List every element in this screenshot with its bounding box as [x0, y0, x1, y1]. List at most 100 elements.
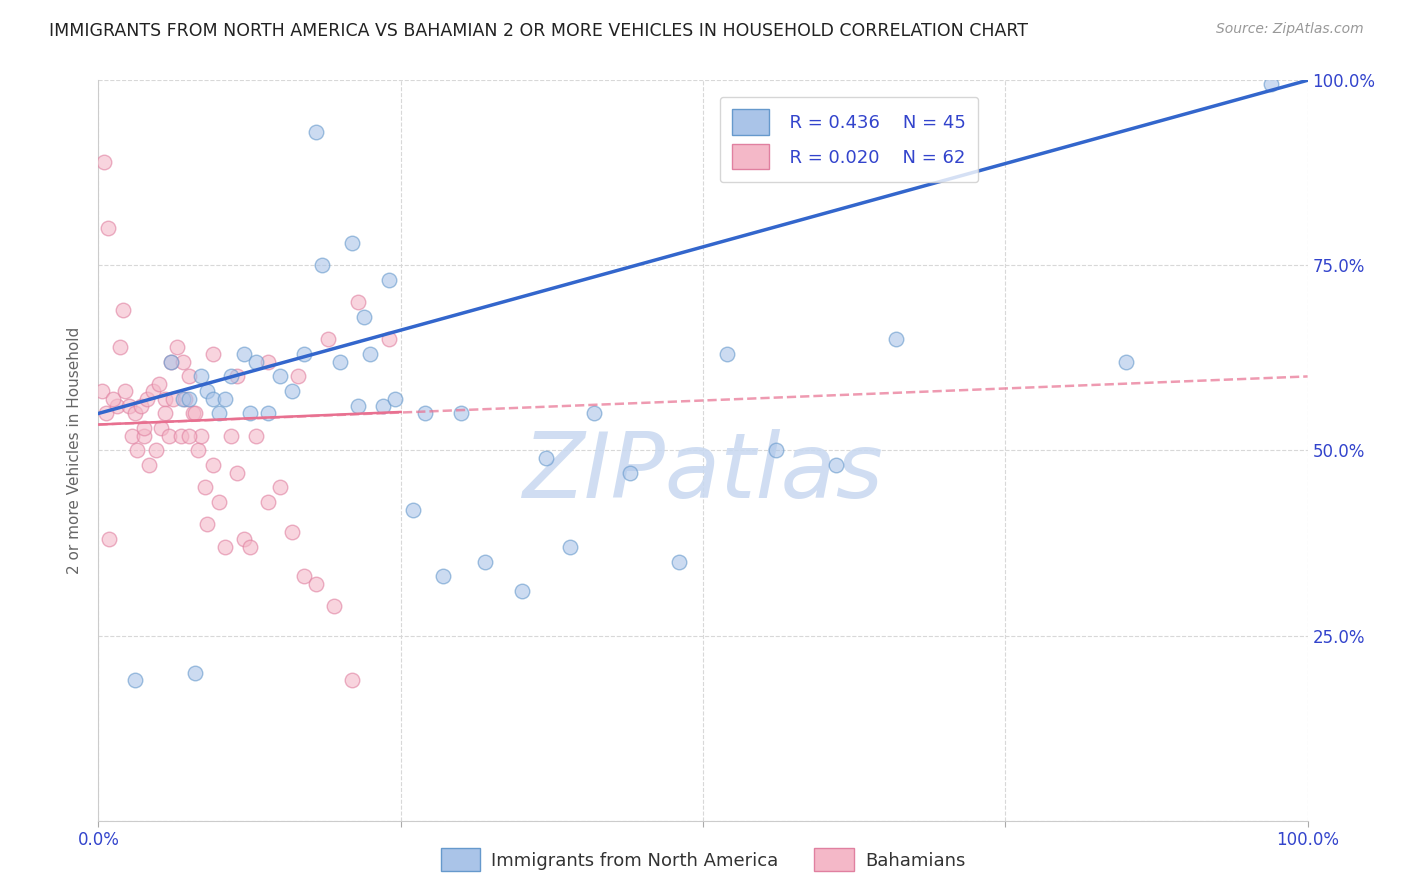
Point	[226, 466, 249, 480]
Point	[179, 392, 201, 406]
Point	[150, 421, 173, 435]
Point	[305, 125, 328, 139]
Point	[214, 392, 236, 406]
Y-axis label: 2 or more Vehicles in Household: 2 or more Vehicles in Household	[67, 326, 83, 574]
Point	[101, 392, 124, 406]
Point	[184, 665, 207, 680]
Point	[172, 354, 194, 368]
Point	[98, 533, 121, 547]
Point	[1115, 354, 1137, 368]
Point	[114, 384, 136, 399]
Point	[323, 599, 346, 613]
Text: IMMIGRANTS FROM NORTH AMERICA VS BAHAMIAN 2 OR MORE VEHICLES IN HOUSEHOLD CORREL: IMMIGRANTS FROM NORTH AMERICA VS BAHAMIA…	[49, 22, 1028, 40]
Point	[360, 347, 382, 361]
Point	[105, 399, 128, 413]
Point	[181, 407, 204, 421]
Point	[371, 399, 394, 413]
Point	[202, 392, 225, 406]
Point	[129, 399, 152, 413]
Point	[195, 384, 218, 399]
Point	[342, 673, 364, 687]
Point	[166, 340, 188, 354]
Point	[202, 458, 225, 473]
Point	[174, 392, 197, 406]
Point	[534, 450, 557, 465]
Point	[474, 555, 496, 569]
Point	[413, 407, 436, 421]
Point	[153, 407, 176, 421]
Point	[145, 443, 167, 458]
Point	[124, 673, 146, 687]
Point	[765, 443, 787, 458]
Point	[187, 443, 209, 458]
Point	[347, 399, 370, 413]
Point	[221, 428, 243, 442]
Point	[510, 584, 533, 599]
Point	[256, 354, 278, 368]
Point	[886, 333, 908, 347]
Point	[256, 495, 278, 509]
Point	[292, 569, 315, 583]
Point	[245, 428, 267, 442]
Point	[142, 384, 165, 399]
Point	[124, 407, 146, 421]
Legend: Immigrants from North America, Bahamians: Immigrants from North America, Bahamians	[433, 841, 973, 879]
Point	[716, 347, 738, 361]
Point	[111, 302, 134, 317]
Point	[668, 555, 690, 569]
Point	[269, 481, 291, 495]
Point	[148, 376, 170, 391]
Point	[97, 221, 120, 235]
Point	[256, 407, 278, 421]
Point	[169, 428, 191, 442]
Point	[377, 333, 399, 347]
Point	[311, 259, 333, 273]
Point	[127, 443, 149, 458]
Legend:   R = 0.436    N = 45,   R = 0.020    N = 62: R = 0.436 N = 45, R = 0.020 N = 62	[720, 96, 979, 182]
Point	[384, 392, 406, 406]
Point	[118, 399, 141, 413]
Point	[135, 392, 157, 406]
Point	[157, 428, 180, 442]
Point	[305, 576, 328, 591]
Point	[91, 384, 114, 399]
Point	[184, 407, 207, 421]
Point	[160, 354, 183, 368]
Point	[558, 540, 581, 554]
Point	[121, 428, 143, 442]
Point	[208, 495, 231, 509]
Point	[377, 273, 399, 287]
Point	[194, 481, 217, 495]
Point	[329, 354, 352, 368]
Point	[202, 347, 225, 361]
Point	[134, 428, 156, 442]
Point	[316, 333, 339, 347]
Point	[153, 392, 176, 406]
Point	[245, 354, 267, 368]
Point	[195, 517, 218, 532]
Point	[1260, 77, 1282, 91]
Point	[239, 407, 262, 421]
Point	[450, 407, 472, 421]
Point	[190, 369, 212, 384]
Point	[232, 347, 254, 361]
Point	[172, 392, 194, 406]
Point	[190, 428, 212, 442]
Point	[138, 458, 160, 473]
Point	[94, 407, 117, 421]
Point	[347, 295, 370, 310]
Point	[214, 540, 236, 554]
Point	[232, 533, 254, 547]
Point	[179, 428, 201, 442]
Point	[221, 369, 243, 384]
Point	[226, 369, 249, 384]
Point	[342, 236, 364, 251]
Point	[134, 421, 156, 435]
Point	[281, 384, 304, 399]
Point	[825, 458, 848, 473]
Point	[162, 392, 184, 406]
Point	[402, 502, 425, 516]
Point	[108, 340, 131, 354]
Point	[619, 466, 641, 480]
Point	[432, 569, 454, 583]
